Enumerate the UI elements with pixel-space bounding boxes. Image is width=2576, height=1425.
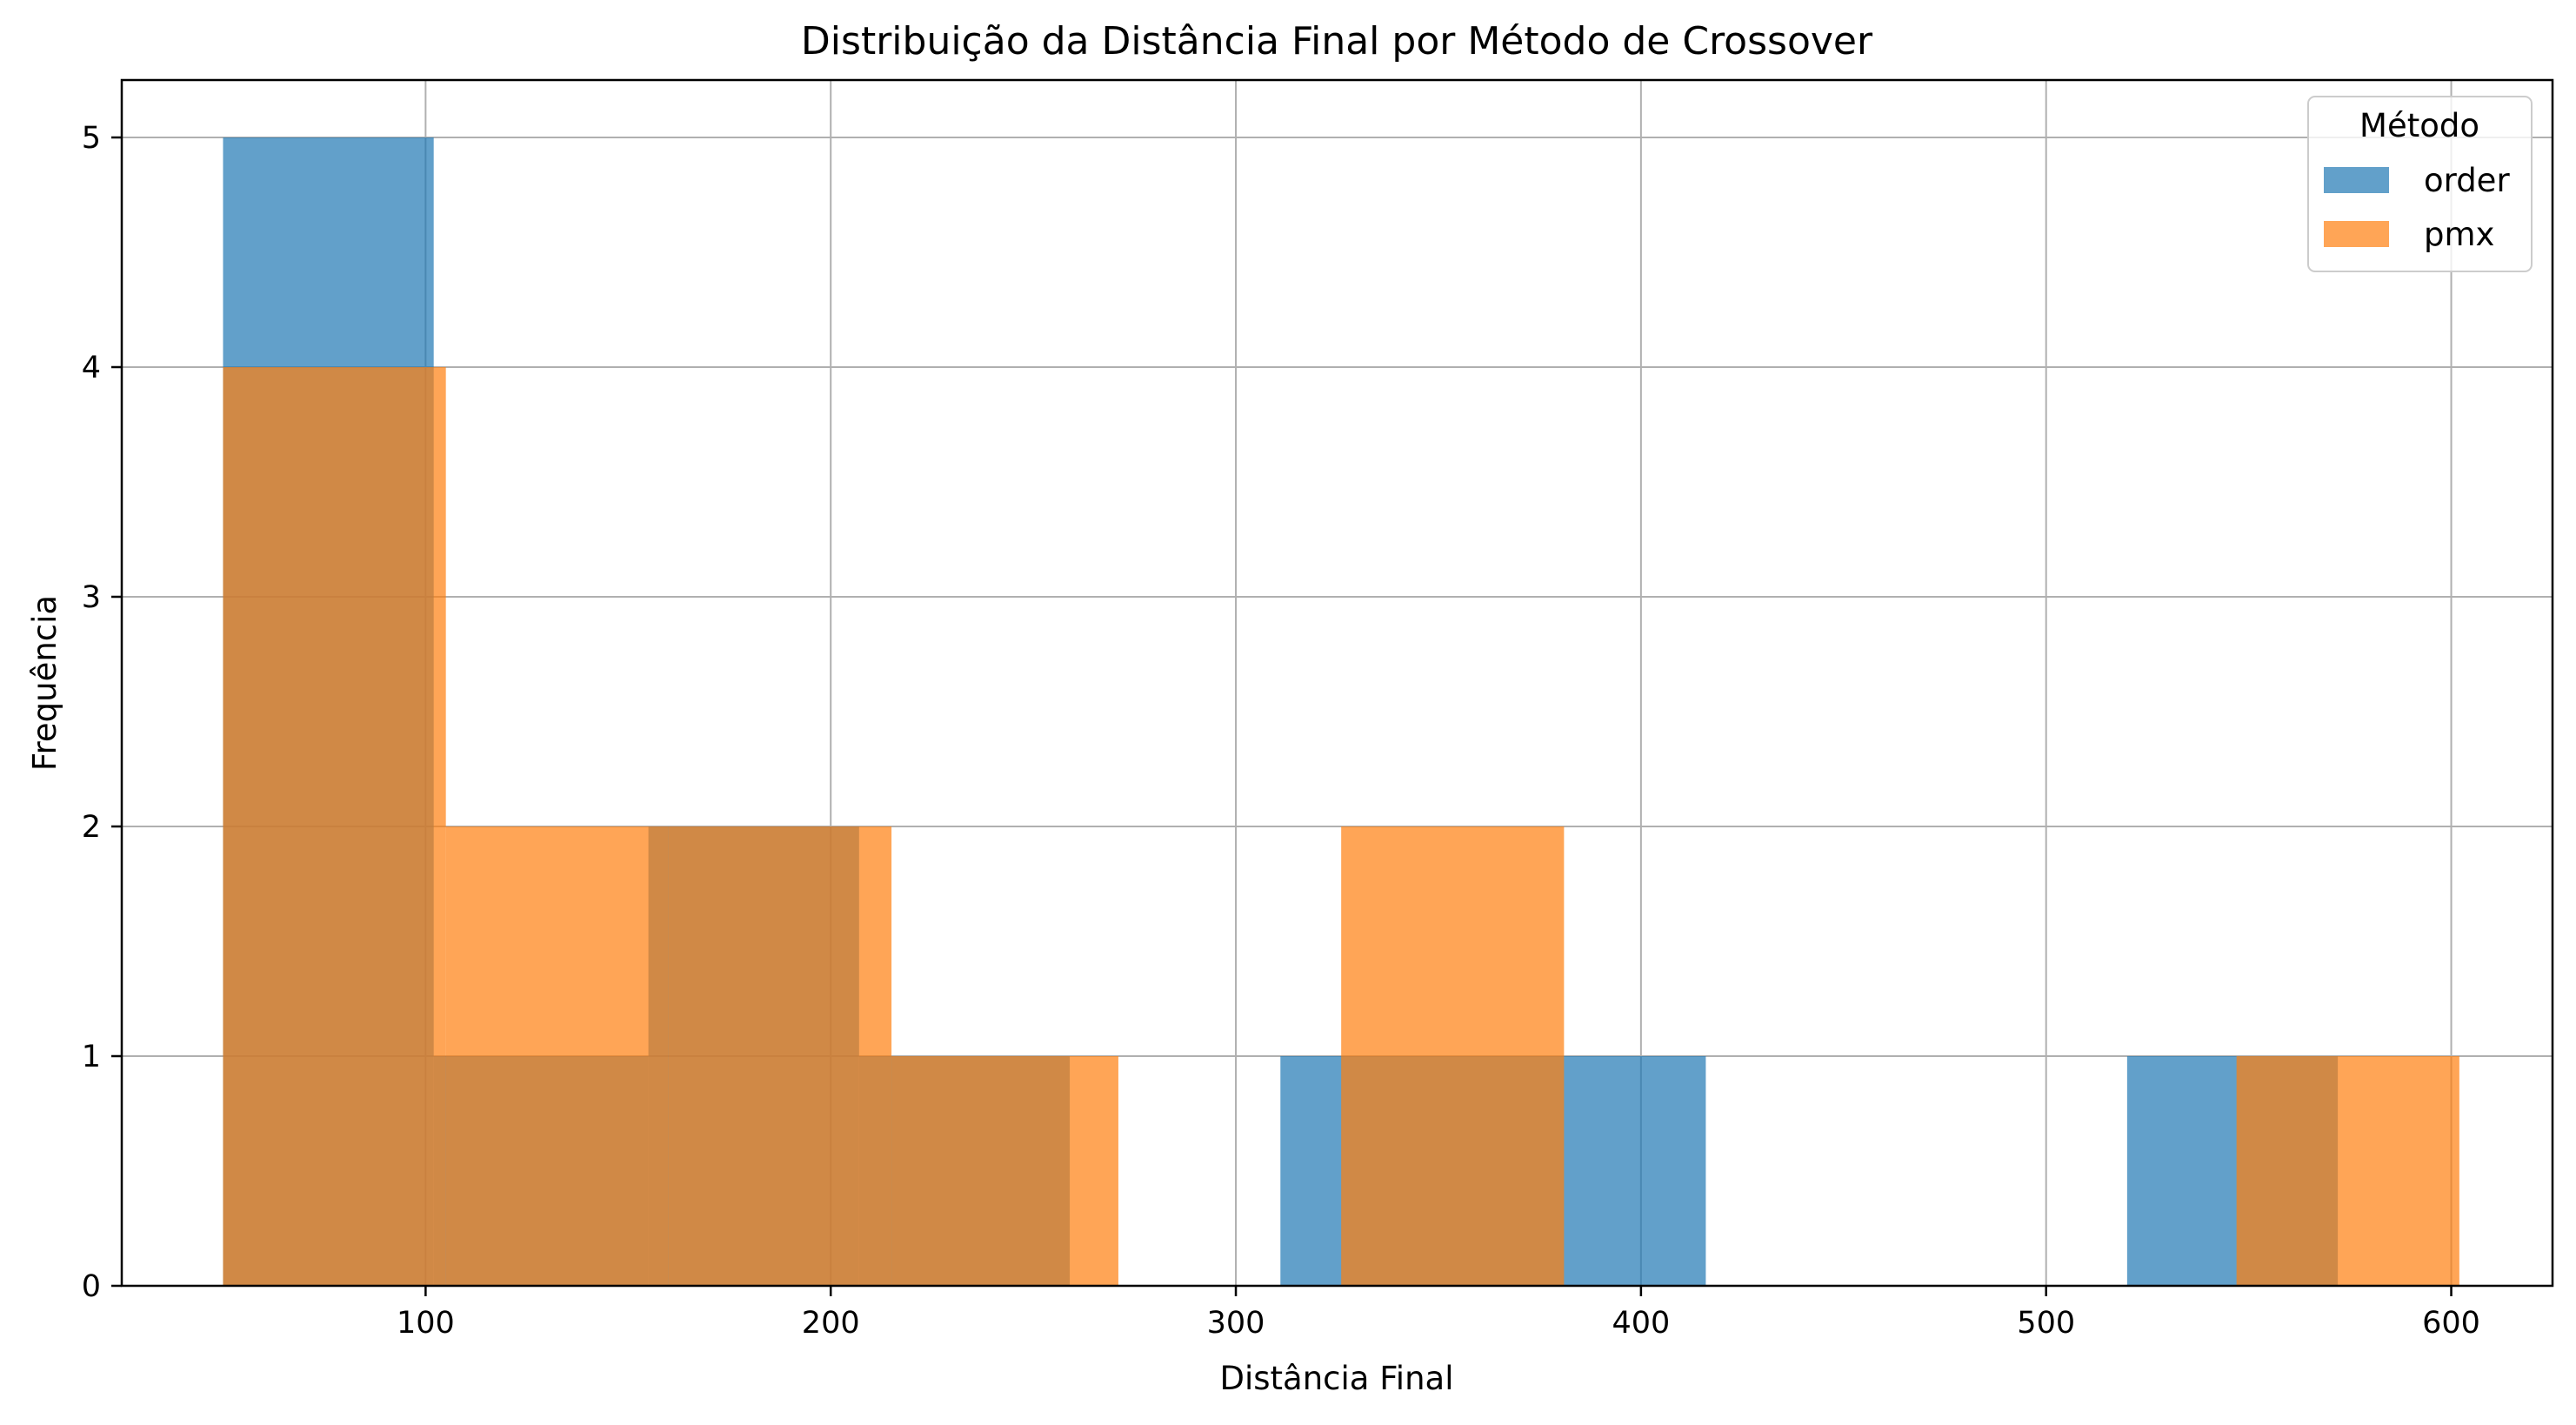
axis-ticks: 100 200 300 400 500 600 0 1 2 3 4 5 bbox=[82, 121, 2480, 1341]
legend-swatch-pmx bbox=[2324, 221, 2389, 247]
bar-pmx bbox=[1341, 826, 1565, 1286]
y-tick-label: 1 bbox=[82, 1040, 101, 1074]
histogram-bars bbox=[223, 137, 2459, 1286]
bar-pmx bbox=[223, 367, 446, 1286]
chart-title: Distribuição da Distância Final por Méto… bbox=[801, 19, 1873, 64]
legend-title: Método bbox=[2359, 107, 2479, 144]
legend: Método order pmx bbox=[2307, 96, 2533, 272]
x-tick-label: 200 bbox=[802, 1306, 860, 1341]
x-axis-label: Distância Final bbox=[1219, 1360, 1453, 1397]
x-tick-label: 500 bbox=[2017, 1306, 2075, 1341]
bar-pmx bbox=[2236, 1056, 2459, 1286]
y-tick-label: 3 bbox=[82, 580, 101, 615]
legend-label-pmx: pmx bbox=[2424, 216, 2494, 253]
y-tick-label: 2 bbox=[82, 810, 101, 845]
y-tick-label: 0 bbox=[82, 1269, 101, 1304]
y-tick-label: 4 bbox=[82, 351, 101, 385]
x-tick-label: 400 bbox=[1612, 1306, 1670, 1341]
y-axis-label: Frequência bbox=[26, 595, 63, 771]
legend-label-order: order bbox=[2424, 162, 2510, 199]
x-tick-label: 300 bbox=[1207, 1306, 1265, 1341]
x-tick-label: 100 bbox=[397, 1306, 455, 1341]
bar-pmx bbox=[445, 826, 669, 1286]
plot-frame bbox=[120, 78, 2554, 1288]
bar-pmx bbox=[668, 826, 892, 1286]
bar-pmx bbox=[891, 1056, 1118, 1286]
legend-items: order pmx bbox=[2324, 162, 2510, 253]
legend-swatch-order bbox=[2324, 167, 2389, 193]
x-tick-label: 600 bbox=[2422, 1306, 2480, 1341]
y-tick-label: 5 bbox=[82, 121, 101, 156]
